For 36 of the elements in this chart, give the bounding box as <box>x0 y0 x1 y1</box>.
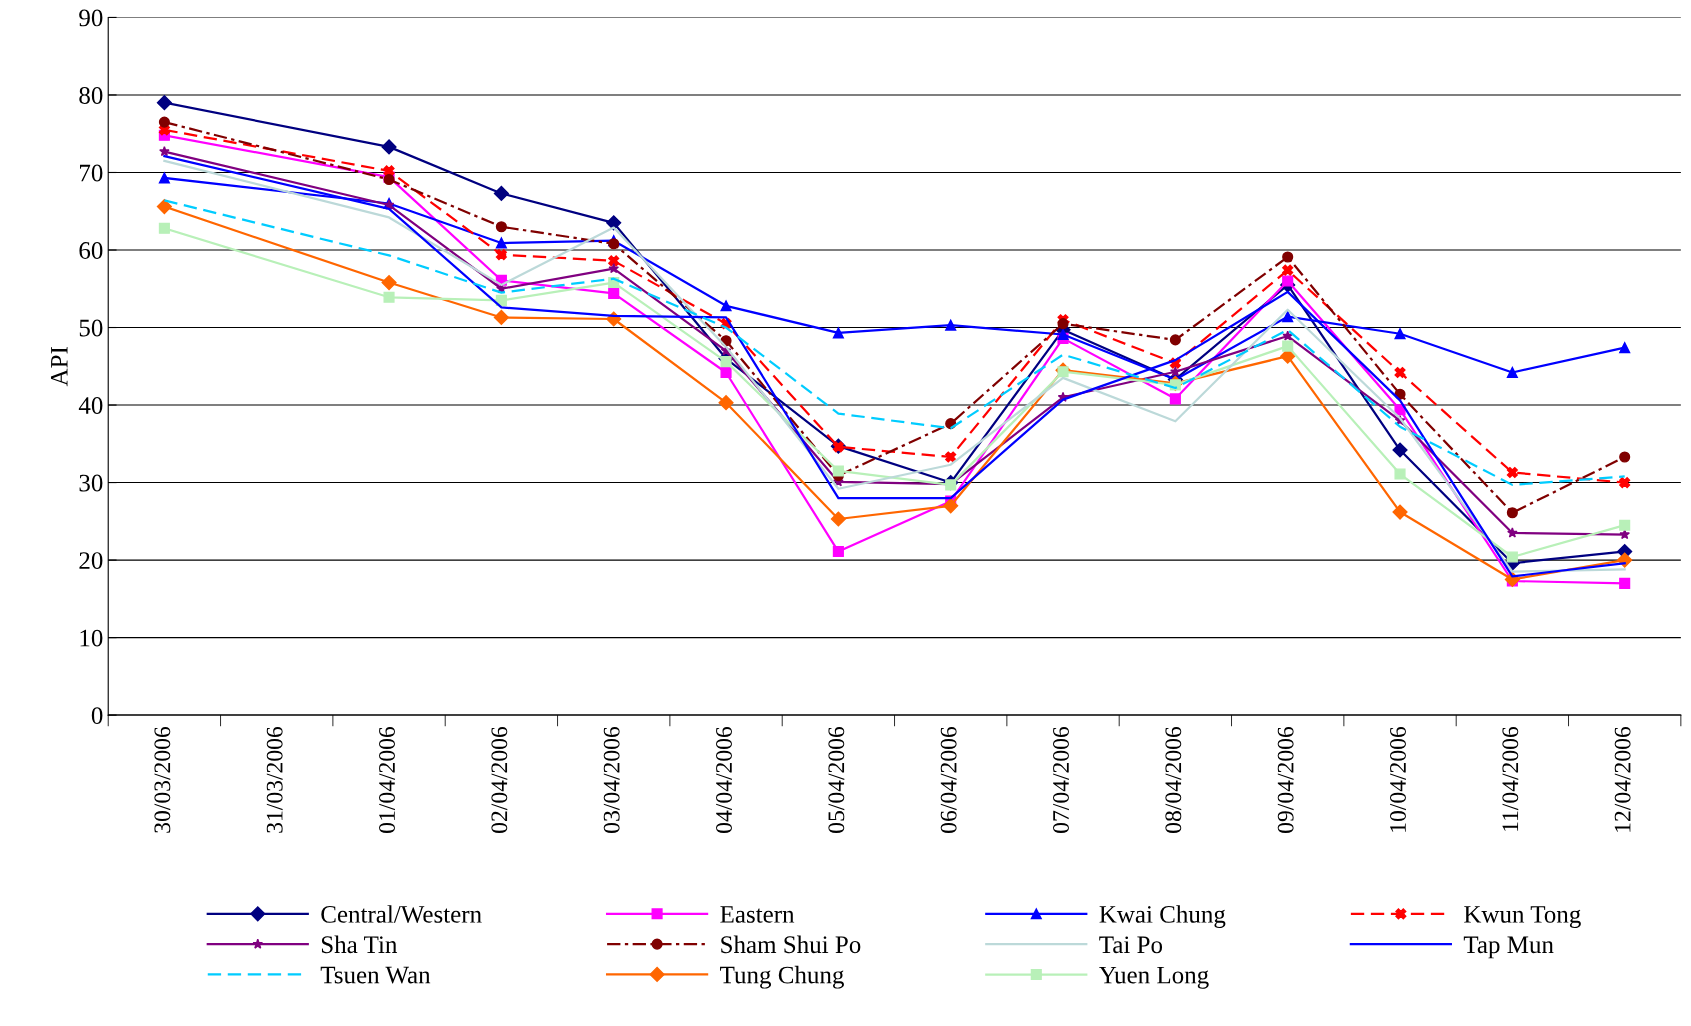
x-tick-label: 01/04/2006 <box>379 726 395 833</box>
legend-label: Sha Tin <box>321 935 398 954</box>
legend-label: Sham Shui Po <box>721 935 861 954</box>
x-tick-label: 12/04/2006 <box>1614 726 1631 832</box>
y-axis-title: API <box>50 347 68 387</box>
x-tick-label: 10/04/2006 <box>1390 726 1406 832</box>
x-tick-label: 02/04/2006 <box>491 726 508 833</box>
legend-label: Tsuen Wan <box>320 966 431 984</box>
legend-label: Yuen Long <box>1099 966 1209 989</box>
y-tick-label: 30 <box>79 474 103 492</box>
x-tick-label: 08/04/2006 <box>1165 726 1182 833</box>
y-tick-label: 40 <box>78 397 103 414</box>
legend-label: Tai Po <box>1099 936 1163 954</box>
x-tick-label: 05/04/2006 <box>828 726 845 833</box>
y-tick-label: 20 <box>79 552 103 569</box>
x-tick-label: 06/04/2006 <box>940 726 957 833</box>
y-tick-label: 50 <box>79 319 103 337</box>
y-tick-label: 60 <box>79 242 103 259</box>
legend-label: Eastern <box>720 906 795 923</box>
x-tick-label: 03/04/2006 <box>603 726 620 833</box>
y-tick-label: 90 <box>79 9 103 27</box>
y-tick-label: 80 <box>79 87 103 104</box>
legend-label: Tap Mun <box>1463 936 1554 959</box>
y-tick-label: 10 <box>80 629 103 647</box>
legend-label: Tung Chung <box>720 965 844 989</box>
y-tick-label: 0 <box>91 707 103 725</box>
x-tick-label: 30/03/2006 <box>154 726 171 833</box>
x-tick-label: 07/04/2006 <box>1053 726 1069 833</box>
x-tick-label: 11/04/2006 <box>1502 726 1519 831</box>
x-tick-label: 09/04/2006 <box>1277 726 1294 833</box>
legend-label: Central/Western <box>321 905 482 923</box>
y-tick-label: 70 <box>80 164 103 182</box>
legend-label: Kwun Tong <box>1464 906 1581 928</box>
x-tick-label: 04/04/2006 <box>716 726 732 833</box>
legend-label: Kwai Chung <box>1099 905 1226 928</box>
x-tick-label: 31/03/2006 <box>266 726 283 833</box>
